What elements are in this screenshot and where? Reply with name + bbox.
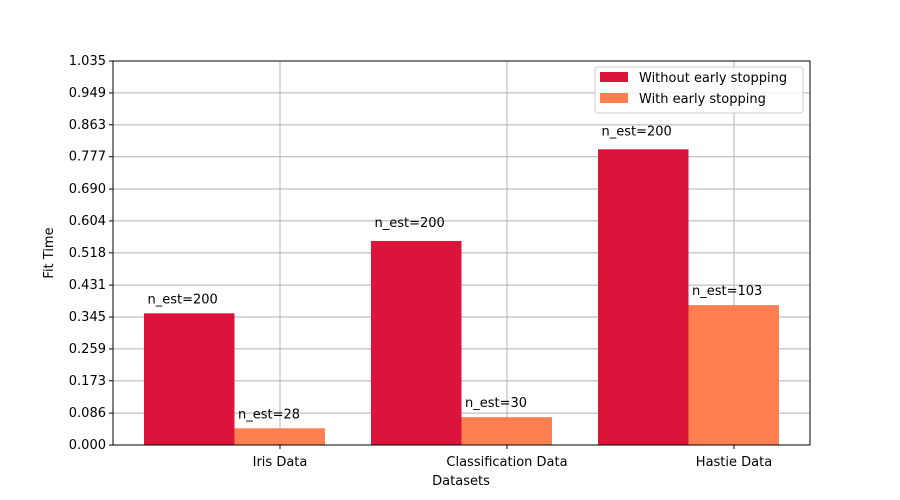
x-axis-label: Datasets [432,474,490,489]
bars [144,149,779,445]
y-tick-label: 0.518 [69,246,106,261]
bar-labels: n_est=200 n_est=28 n_est=200 n_est=30 n_est=… [148,124,763,422]
y-tick-label: 0.949 [69,86,106,101]
bar-data-label: n_est=200 [375,216,445,231]
y-tick-label: 0.863 [69,118,106,133]
legend-entry: With early stopping [639,92,766,107]
bar-without-early-stopping [144,313,235,445]
bar-data-label: n_est=200 [148,292,218,307]
y-tick-label: 0.173 [69,374,106,389]
bar-without-early-stopping [598,149,689,445]
y-tick-label: 1.035 [69,54,106,69]
y-axis-label: Fit Time [42,227,57,278]
legend-entry: Without early stopping [639,71,787,86]
x-tick-label: Iris Data [253,455,308,470]
y-tick-label: 0.259 [69,342,106,357]
bar-with-early-stopping [234,428,325,445]
bar-with-early-stopping [688,305,779,445]
y-tick-label: 0.431 [69,278,106,293]
legend-swatch [600,93,628,103]
x-axis: Iris Data Classification Data Hastie Data [253,445,772,470]
y-tick-label: 0.777 [69,150,106,165]
legend-box [594,66,804,114]
y-tick-label: 0.690 [69,182,106,197]
legend-swatch [600,72,628,82]
bar-data-label: n_est=28 [238,407,300,422]
bar-with-early-stopping [461,417,552,445]
y-tick-label: 0.345 [69,310,106,325]
bar-data-label: n_est=103 [692,284,762,299]
y-tick-label: 0.000 [69,438,106,453]
y-axis: 0.000 0.086 0.173 0.259 0.345 0.431 0.518 0.604… [69,54,113,453]
legend: Without early stopping With early stoppin… [594,66,804,114]
bar-data-label: n_est=200 [602,124,672,139]
x-tick-label: Classification Data [446,455,567,470]
y-tick-label: 0.086 [69,406,106,421]
y-tick-label: 0.604 [69,214,106,229]
bar-data-label: n_est=30 [465,396,527,411]
x-tick-label: Hastie Data [696,455,772,470]
bar-without-early-stopping [371,240,462,445]
